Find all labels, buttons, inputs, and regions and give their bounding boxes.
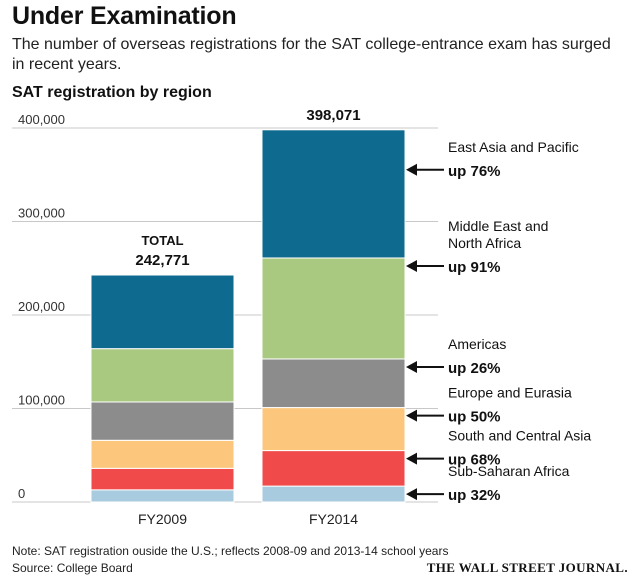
y-tick-label: 200,000 xyxy=(18,299,65,314)
region-change-label: up 26% xyxy=(448,360,501,377)
stacked-bar-chart: 0 100,000 200,000 300,000 400,000 FY2009 TOTA… xyxy=(12,107,591,527)
arrow-head-icon xyxy=(406,360,417,373)
chart-heading: SAT registration by region xyxy=(12,84,212,101)
region-name-label: Americas xyxy=(448,336,506,352)
bar-segment xyxy=(261,358,406,409)
arrow-head-icon xyxy=(406,452,417,465)
arrow-head-icon xyxy=(406,163,417,176)
bar-segment xyxy=(90,401,235,441)
x-tick-label: FY2009 xyxy=(138,511,187,527)
total-value-label: 398,071 xyxy=(306,107,360,124)
total-word-label: TOTAL xyxy=(141,233,183,248)
region-name-label: South and Central Asia xyxy=(448,428,591,444)
bar-segment xyxy=(261,450,406,487)
region-name-label: North Africa xyxy=(448,235,521,251)
region-change-label: up 50% xyxy=(448,409,501,426)
bar-segment xyxy=(261,129,406,259)
chart-subtitle: The number of overseas registrations for… xyxy=(12,36,611,73)
y-tick-label: 300,000 xyxy=(18,206,65,221)
y-axis-ticks: 0 100,000 200,000 300,000 400,000 xyxy=(18,112,65,501)
arrow-head-icon xyxy=(406,409,417,422)
bar-segment xyxy=(261,257,406,360)
chart-source: Source: College Board xyxy=(12,561,133,575)
region-change-label: up 68% xyxy=(448,452,501,469)
region-name-label: Middle East and xyxy=(448,218,548,234)
y-tick-label: 100,000 xyxy=(18,393,65,408)
total-value-label: 242,771 xyxy=(135,252,189,269)
bar-labels: FY2009 TOTAL 242,771 FY2014 398,071 xyxy=(135,107,360,527)
chart-title: Under Examination xyxy=(12,2,237,30)
region-name-label: East Asia and Pacific xyxy=(448,139,579,155)
bar-segment xyxy=(90,274,235,350)
region-change-label: up 32% xyxy=(448,487,501,504)
region-name-label: Sub-Saharan Africa xyxy=(448,463,570,479)
bar-segment xyxy=(261,407,406,452)
arrow-head-icon xyxy=(406,488,417,501)
region-change-label: up 76% xyxy=(448,163,501,180)
region-change-label: up 91% xyxy=(448,259,501,276)
chart-note: Note: SAT registration ouside the U.S.; … xyxy=(12,544,449,558)
x-tick-label: FY2014 xyxy=(309,511,358,527)
publisher-logo: THE WALL STREET JOURNAL. xyxy=(426,560,628,575)
y-tick-label: 400,000 xyxy=(18,112,65,127)
bar-segment xyxy=(90,348,235,403)
bar-segment xyxy=(261,485,406,503)
bars xyxy=(90,129,406,503)
bar-segment xyxy=(90,467,235,491)
y-tick-label: 0 xyxy=(18,486,25,501)
bar-segment xyxy=(90,489,235,503)
region-name-label: Europe and Eurasia xyxy=(448,385,572,401)
arrow-head-icon xyxy=(406,259,417,272)
region-labels: Sub-Saharan Africa up 32% South and Centra… xyxy=(406,139,591,504)
bar-segment xyxy=(90,439,235,469)
